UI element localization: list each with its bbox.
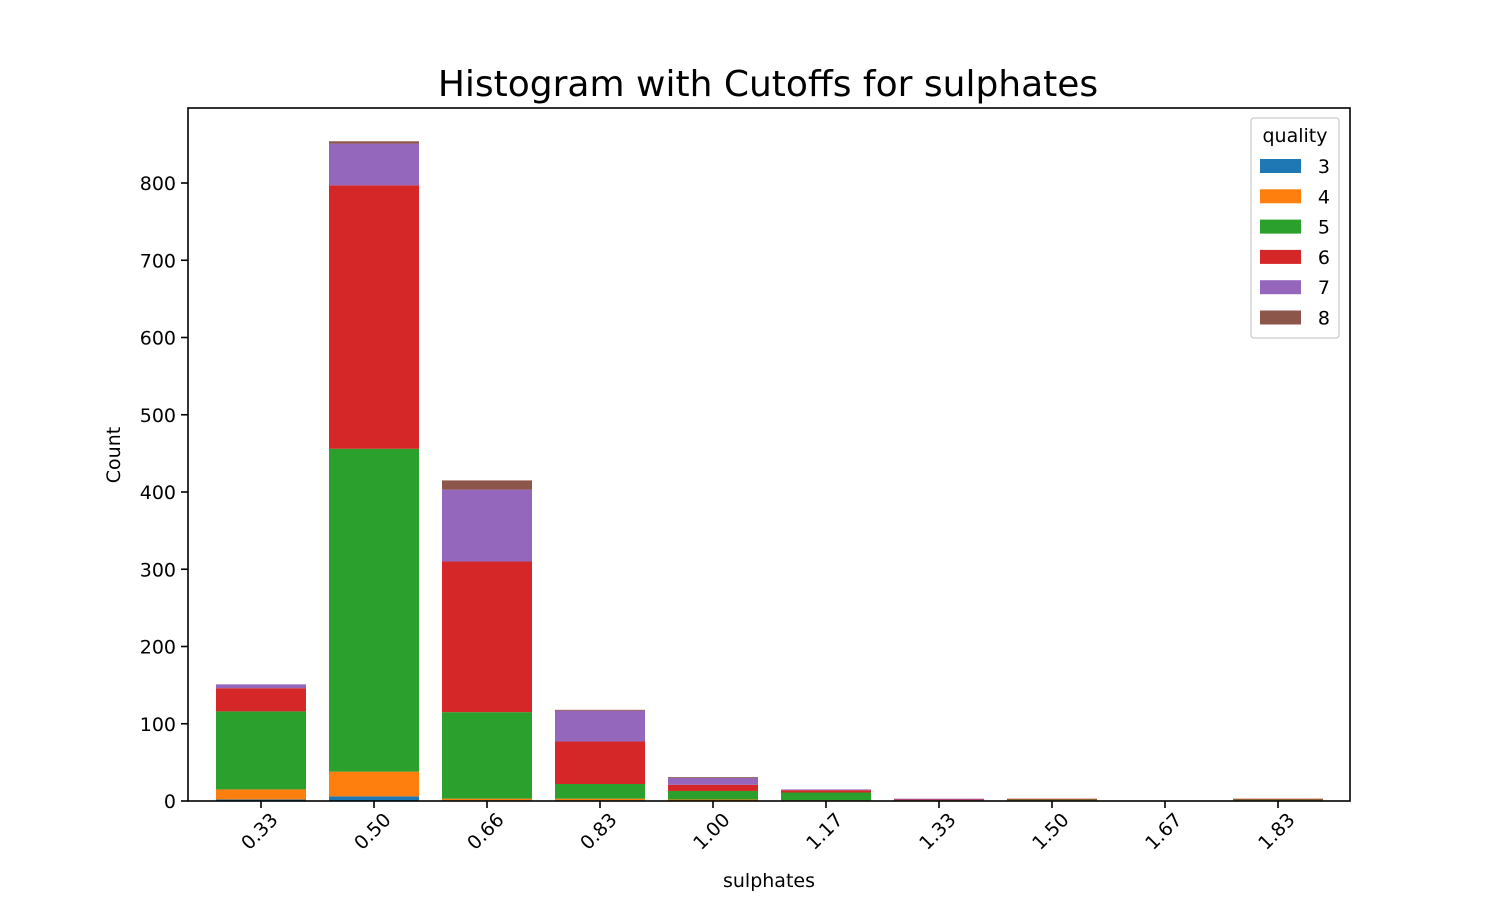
- bars-group: [216, 141, 1323, 802]
- y-tick-label: 700: [140, 250, 176, 272]
- bar-0.50-quality-8: [329, 141, 419, 144]
- x-axis: 0.33 0.50 0.66 0.83 1.00 1.17 1.33 1.50 1.67 1.83: [237, 801, 1300, 854]
- bar-1.33-quality-6: [894, 799, 984, 801]
- x-tick-label: 1.83: [1254, 809, 1299, 854]
- plot-frame: [187, 107, 1351, 802]
- bar-0.83-quality-6: [555, 741, 645, 785]
- bar-1.17-quality-7: [781, 789, 871, 791]
- x-tick-label: 1.50: [1028, 809, 1073, 854]
- legend-swatch-3: [1260, 159, 1301, 173]
- x-tick-label: 0.66: [463, 809, 508, 854]
- bar-1.17-quality-5: [781, 792, 871, 801]
- bar-0.33-quality-6: [216, 688, 306, 712]
- bar-1.50-quality-6: [1007, 798, 1097, 800]
- legend-label-7: 7: [1318, 277, 1330, 299]
- x-tick-label: 0.33: [237, 809, 282, 854]
- legend-label-8: 8: [1318, 308, 1330, 330]
- y-tick-label: 200: [140, 637, 176, 659]
- legend-swatch-6: [1260, 249, 1301, 264]
- x-tick-label: 1.33: [915, 809, 960, 854]
- legend-swatch-5: [1260, 219, 1301, 234]
- bar-0.33-quality-4: [216, 789, 306, 800]
- bar-1.83-quality-6: [1233, 798, 1323, 800]
- bar-1.00-quality-5: [668, 790, 758, 800]
- chart-title: Histogram with Cutoffs for sulphates: [438, 64, 1098, 105]
- bar-0.33-quality-7: [216, 684, 306, 689]
- bar-1.00-quality-8: [668, 777, 758, 778]
- y-tick-label: 800: [140, 173, 176, 195]
- x-tick-label: 0.50: [350, 809, 395, 854]
- x-axis-label: sulphates: [723, 870, 815, 892]
- legend-swatch-8: [1260, 310, 1301, 325]
- bar-0.83-quality-4: [555, 798, 645, 801]
- y-tick-label: 400: [140, 482, 176, 504]
- bar-1.00-quality-7: [668, 777, 758, 785]
- bar-0.83-quality-7: [555, 710, 645, 742]
- legend-label-5: 5: [1318, 217, 1330, 239]
- y-tick-label: 100: [140, 714, 176, 736]
- legend-label-4: 4: [1318, 186, 1330, 208]
- x-tick-label: 1.67: [1141, 809, 1186, 854]
- bar-0.66-quality-8: [442, 480, 532, 490]
- y-tick-label: 500: [140, 405, 176, 427]
- y-tick-label: 600: [140, 328, 176, 350]
- bar-1.00-quality-6: [668, 784, 758, 791]
- bar-0.50-quality-4: [329, 771, 419, 797]
- bar-0.50-quality-7: [329, 143, 419, 186]
- bar-0.66-quality-6: [442, 561, 532, 713]
- bar-1.50-quality-5: [1007, 799, 1097, 801]
- y-tick-label: 0: [164, 791, 176, 813]
- x-tick-label: 1.17: [802, 809, 847, 854]
- bar-0.66-quality-4: [442, 798, 532, 801]
- y-axis-label: Count: [103, 427, 125, 483]
- legend-swatch-4: [1260, 189, 1301, 204]
- legend-label-3: 3: [1318, 156, 1330, 178]
- y-axis: 0 100 200 300 400 500 600 700 800: [140, 173, 188, 813]
- x-tick-label: 0.83: [576, 809, 621, 854]
- bar-0.83-quality-8: [555, 709, 645, 711]
- bar-0.50-quality-3: [329, 796, 419, 801]
- x-tick-label: 1.00: [689, 809, 734, 854]
- bar-0.33-quality-5: [216, 711, 306, 790]
- bar-1.83-quality-5: [1233, 799, 1323, 801]
- bar-1.17-quality-6: [781, 790, 871, 793]
- legend: quality 3 4 5 6 7 8: [1250, 117, 1340, 339]
- bar-1.33-quality-7: [894, 798, 984, 800]
- y-tick-label: 300: [140, 559, 176, 581]
- bar-0.66-quality-7: [442, 489, 532, 562]
- legend-swatch-7: [1260, 280, 1301, 295]
- bar-0.50-quality-5: [329, 448, 419, 772]
- bar-0.83-quality-5: [555, 784, 645, 799]
- bar-0.66-quality-5: [442, 712, 532, 799]
- bar-0.50-quality-6: [329, 185, 419, 449]
- legend-title: quality: [1263, 125, 1328, 147]
- legend-label-6: 6: [1318, 247, 1330, 269]
